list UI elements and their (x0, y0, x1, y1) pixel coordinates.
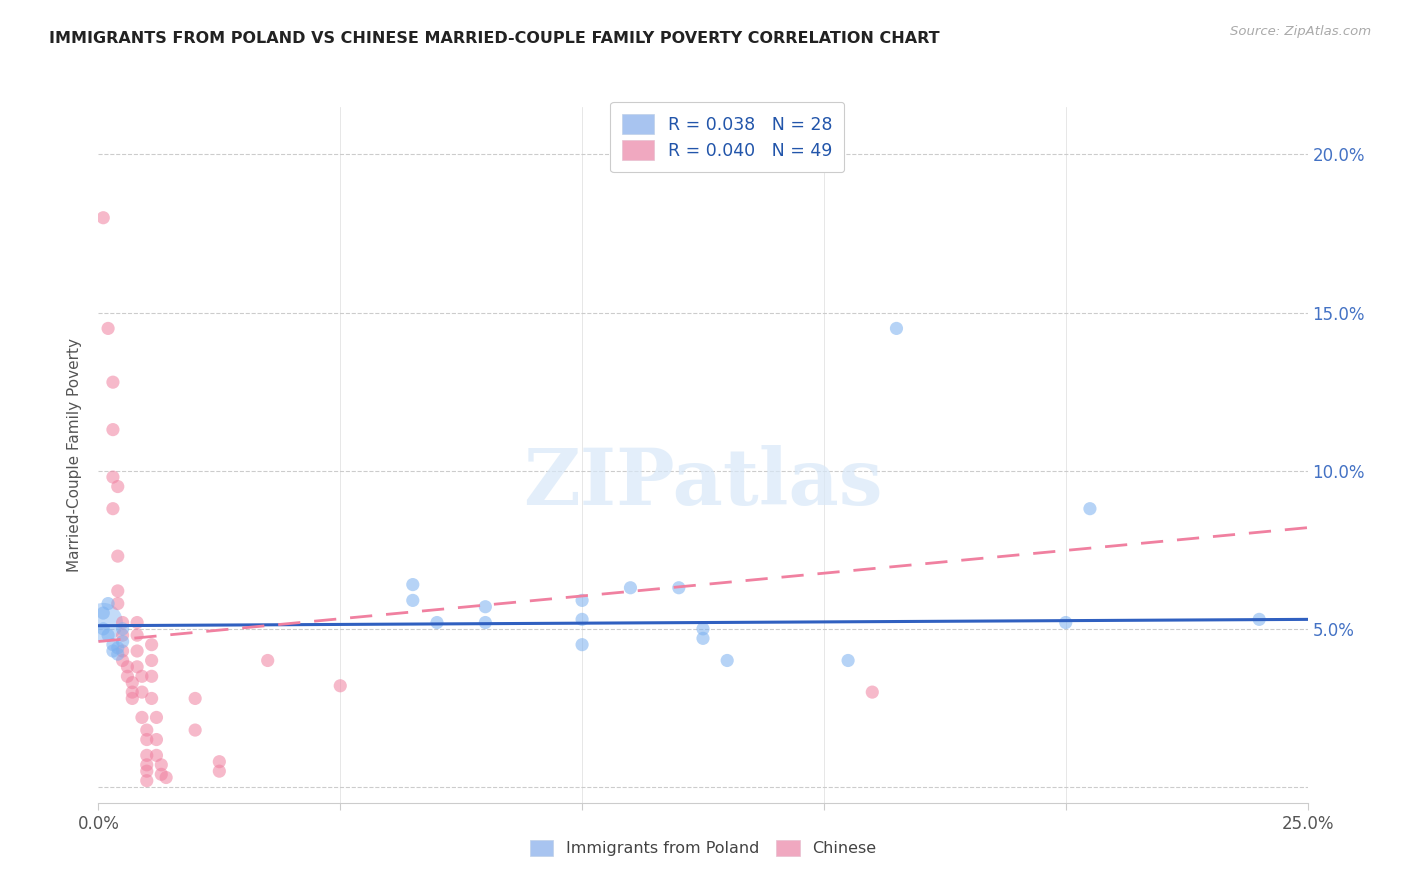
Y-axis label: Married-Couple Family Poverty: Married-Couple Family Poverty (67, 338, 83, 572)
Point (141, 669, 163, 683)
Point (208, 755, 231, 769)
Point (1078, 501, 1101, 516)
Point (107, 583, 129, 598)
Point (111, 622, 134, 636)
Point (127, 615, 149, 630)
Point (91, 615, 114, 630)
Point (91, 211, 114, 225)
Point (145, 748, 167, 763)
Point (107, 647, 129, 661)
Point (716, 653, 738, 667)
Point (145, 732, 167, 747)
Legend: R = 0.038   N = 28, R = 0.040   N = 49: R = 0.038 N = 28, R = 0.040 N = 49 (610, 102, 844, 172)
Text: ZIPatlas: ZIPatlas (523, 445, 883, 521)
Point (127, 660, 149, 674)
Point (101, 638, 124, 652)
Point (135, 732, 157, 747)
Point (184, 723, 207, 737)
Point (97, 628, 120, 642)
Point (1249, 612, 1271, 626)
Point (860, 685, 883, 699)
Point (127, 644, 149, 658)
Point (97, 321, 120, 335)
Point (121, 691, 143, 706)
Point (184, 691, 207, 706)
Point (91, 606, 114, 620)
Point (107, 640, 129, 655)
Point (131, 685, 153, 699)
Point (107, 549, 129, 563)
Text: IMMIGRANTS FROM POLAND VS CHINESE MARRIED-COUPLE FAMILY POVERTY CORRELATION CHAR: IMMIGRANTS FROM POLAND VS CHINESE MARRIE… (49, 31, 939, 46)
Point (402, 577, 425, 591)
Point (837, 653, 859, 667)
Point (135, 764, 157, 779)
Point (474, 599, 496, 614)
Point (135, 773, 157, 788)
Point (1054, 615, 1077, 630)
Point (619, 581, 641, 595)
Point (135, 748, 157, 763)
Point (131, 669, 153, 683)
Point (155, 771, 177, 785)
Point (111, 615, 134, 630)
Point (101, 375, 124, 389)
Point (101, 501, 124, 516)
Point (107, 479, 129, 493)
Point (571, 638, 593, 652)
Point (474, 615, 496, 630)
Point (571, 593, 593, 607)
Point (135, 723, 157, 737)
Text: Source: ZipAtlas.com: Source: ZipAtlas.com (1230, 25, 1371, 38)
Point (117, 660, 139, 674)
Point (121, 685, 143, 699)
Point (150, 767, 173, 781)
Point (145, 710, 167, 724)
Point (208, 764, 231, 779)
Point (91, 622, 114, 636)
Point (150, 757, 173, 772)
Point (141, 691, 163, 706)
Point (571, 612, 593, 626)
Point (692, 622, 714, 636)
Point (101, 644, 124, 658)
Point (692, 632, 714, 646)
Point (111, 628, 134, 642)
Point (426, 615, 449, 630)
Point (117, 669, 139, 683)
Point (135, 757, 157, 772)
Point (107, 597, 129, 611)
Point (111, 634, 134, 648)
Point (121, 675, 143, 690)
Point (101, 423, 124, 437)
Point (131, 710, 153, 724)
Point (127, 628, 149, 642)
Point (886, 321, 908, 335)
Point (329, 679, 352, 693)
Point (111, 653, 134, 667)
Point (256, 653, 278, 667)
Point (111, 644, 134, 658)
Point (668, 581, 690, 595)
Point (141, 653, 163, 667)
Point (97, 597, 120, 611)
Point (101, 470, 124, 484)
Point (141, 638, 163, 652)
Point (402, 593, 425, 607)
